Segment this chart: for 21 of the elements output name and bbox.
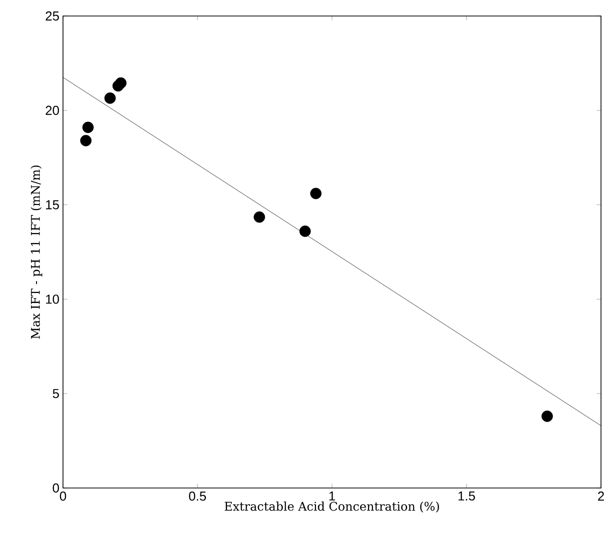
x-tick-label: 1.5: [458, 492, 475, 501]
y-axis-title: Max IFT - pH 11 IFT (mN/m): [30, 166, 42, 339]
y-tick-label: 20: [46, 106, 59, 115]
point: [542, 410, 553, 422]
point: [254, 211, 266, 223]
x-tick-label: 2: [598, 492, 604, 501]
y-tick-label: 10: [46, 294, 59, 304]
point: [80, 134, 92, 146]
x-tick-label: 0.5: [189, 492, 206, 501]
x-tick-label: 1: [329, 492, 335, 500]
point: [299, 226, 311, 237]
x-tick-label: 0: [60, 492, 66, 501]
point: [104, 92, 116, 104]
point: [115, 77, 127, 89]
y-tick-label: 5: [52, 389, 59, 398]
y-tick-label: 25: [46, 11, 59, 21]
y-tick-label: 15: [46, 200, 59, 210]
point: [310, 188, 322, 200]
y-tick-label: 0: [52, 483, 59, 493]
point: [82, 122, 94, 134]
x-axis-title: Extractable Acid Concentration (%): [224, 502, 439, 512]
